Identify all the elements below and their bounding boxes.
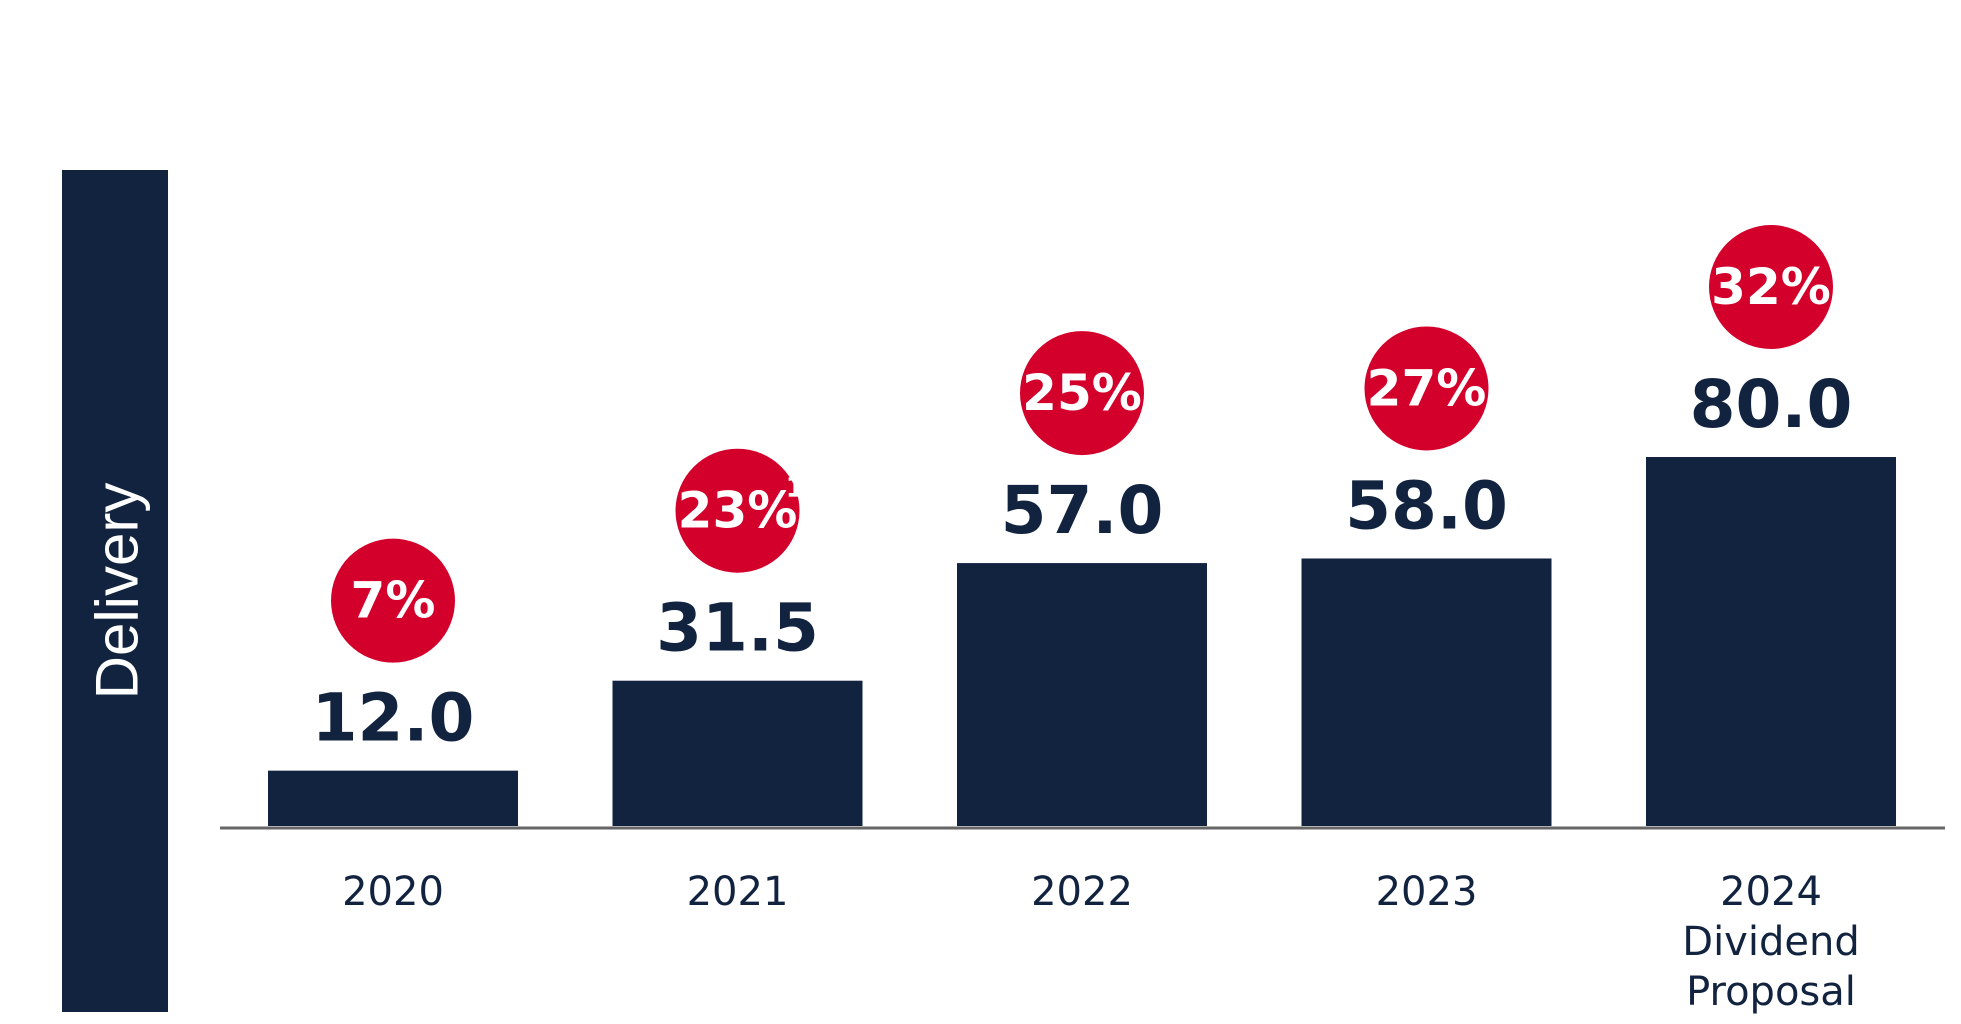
value-label-0: 12.0 xyxy=(312,680,475,757)
payout-badge-3 xyxy=(1364,326,1489,451)
category-label-0-0: 2020 xyxy=(342,869,444,915)
side-panel-label: Delivery xyxy=(84,483,151,700)
payout-badge-2 xyxy=(1020,331,1144,456)
side-panel: Delivery xyxy=(62,170,168,1012)
payout-badge-0 xyxy=(331,538,455,663)
payout-badge-1 xyxy=(675,448,800,573)
bar-2 xyxy=(957,563,1207,826)
side-panel-background xyxy=(62,170,168,1012)
category-label-2-0: 2022 xyxy=(1031,869,1133,915)
value-label-3: 58.0 xyxy=(1345,467,1508,544)
bar-0 xyxy=(268,770,518,826)
category-label-1-0: 2021 xyxy=(687,869,789,915)
category-label-3-0: 2023 xyxy=(1376,869,1478,915)
category-label-4-1: Dividend xyxy=(1682,919,1859,965)
value-label-1: 31.5 xyxy=(656,590,819,667)
payout-footnote-1: 1 xyxy=(786,471,805,504)
payout-label-4: 32% xyxy=(1711,258,1831,316)
payout-label-3: 27% xyxy=(1367,359,1487,417)
category-label-4-2: Proposal xyxy=(1686,969,1856,1015)
value-label-4: 80.0 xyxy=(1690,366,1853,443)
labels-layer: 12.0 7% 2020 31.5 23%1 2021 57.0 25% 2022 58.0 27%… xyxy=(312,225,1860,1015)
payout-badge-4 xyxy=(1709,225,1833,349)
bar-3 xyxy=(1301,558,1552,826)
payout-label-0: 7% xyxy=(351,572,436,630)
category-label-4-0: 2024 xyxy=(1720,869,1822,915)
bar-1 xyxy=(612,680,863,826)
payout-label-1: 23% xyxy=(678,482,798,540)
bar-4 xyxy=(1646,457,1896,826)
bars-layer xyxy=(268,457,1896,826)
payout-label-2: 25% xyxy=(1022,364,1142,422)
value-label-2: 57.0 xyxy=(1001,472,1164,549)
